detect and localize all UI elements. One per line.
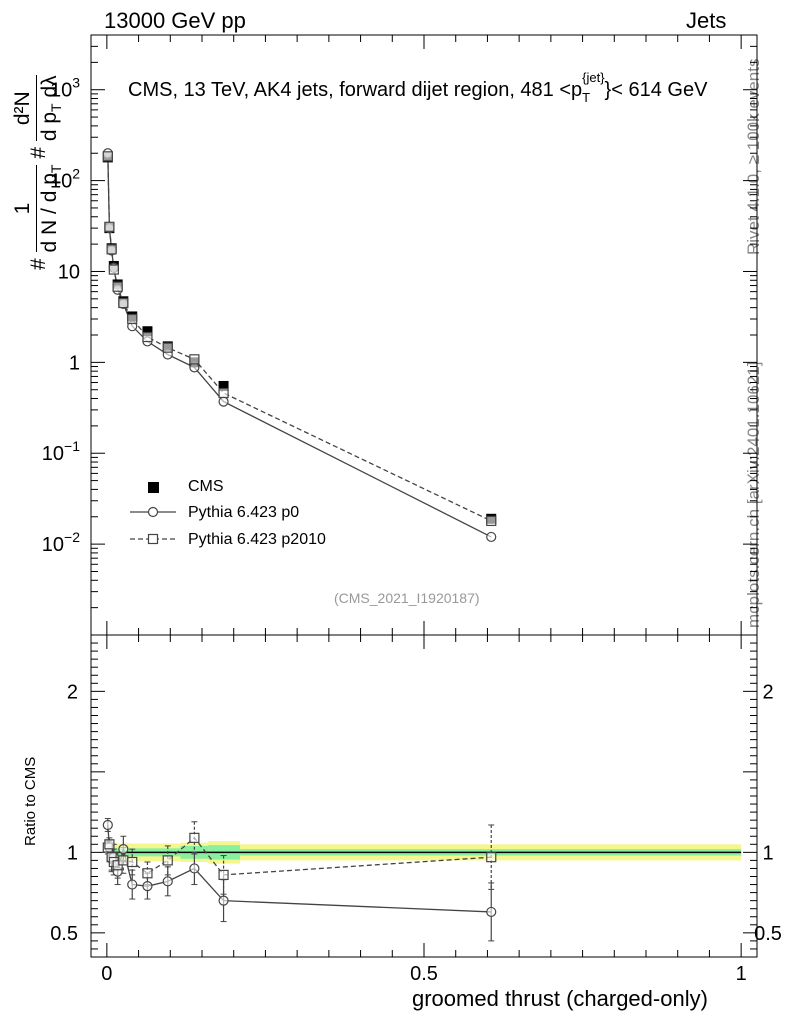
main-y-tick-label: 103	[50, 75, 80, 102]
ratio-p0-point	[486, 906, 497, 918]
ratio-y-tick-label: 0.5	[50, 923, 78, 945]
ratio-p0-point	[218, 895, 229, 906]
main-panel-frame	[90, 34, 758, 636]
p2010-point	[112, 281, 123, 292]
ratio-y-tick-label: 1	[67, 842, 78, 864]
main-y-tick-label: 10−1	[42, 438, 80, 465]
x-axis-label: groomed thrust (charged-only)	[412, 986, 708, 1011]
category-label: Jets	[686, 8, 727, 33]
ratio-p2010-point	[189, 832, 200, 843]
ratio-p0-point	[102, 819, 113, 831]
p2010-point	[142, 331, 153, 343]
ratio-p0-point	[127, 879, 138, 890]
legend: CMS Pythia 6.423 p0 Pythia 6.423 p2010	[126, 476, 386, 556]
legend-markers	[130, 482, 176, 545]
p2010-point	[118, 297, 129, 309]
p2010-curve	[107, 156, 492, 522]
title-tail: }< 614 GeV	[604, 79, 708, 101]
ratio-p2010-point	[486, 852, 497, 863]
p2010-point	[102, 151, 113, 162]
ratio-y-tick-label: 2	[67, 681, 78, 703]
tick-exponent: −1	[64, 438, 80, 454]
legend-cms-marker	[148, 482, 159, 493]
ratio-p2010-point	[104, 839, 115, 850]
legend-p0-marker	[147, 506, 159, 518]
title-main: CMS, 13 TeV, AK4 jets, forward dijet reg…	[128, 79, 583, 101]
legend-cms-label: CMS	[188, 478, 224, 495]
p0-point	[486, 531, 497, 543]
ratio-p2010-point	[218, 869, 229, 880]
tick-exponent: −2	[64, 529, 80, 545]
cms-point	[218, 380, 229, 391]
ratio-p2010-curve	[107, 836, 492, 876]
p0-point	[218, 396, 229, 407]
analysis-id: (CMS_2021_I1920187)	[334, 590, 480, 606]
title-sup: {jet}	[582, 70, 605, 85]
tick-exponent: 2	[72, 166, 80, 182]
tick-base: 10	[42, 443, 64, 465]
p2010-point	[189, 354, 200, 365]
ratio-p2010-point	[142, 868, 153, 879]
legend-p2010-label: Pythia 6.423 p2010	[188, 531, 326, 548]
legend-p0-label: Pythia 6.423 p0	[188, 504, 300, 521]
ratio-y-tick-label-right: 0.5	[754, 923, 782, 945]
energy-label: 13000 GeV pp	[104, 8, 246, 33]
ratio-p0-point	[118, 844, 129, 855]
legend-p2010-marker	[147, 533, 159, 545]
main-y-tick-label: 10	[58, 261, 80, 283]
tick-base: 10	[50, 80, 72, 102]
ratio-p2010-point	[118, 855, 129, 866]
tick-base: 10	[42, 534, 64, 556]
ratio-p0-point	[162, 876, 173, 887]
chart-title: CMS, 13 TeV, AK4 jets, forward dijet reg…	[128, 70, 707, 105]
p2010-point	[104, 221, 115, 232]
p2010-point	[106, 244, 117, 255]
ratio-p2010-point	[162, 855, 173, 866]
ratio-y-tick-label-right: 1	[762, 842, 773, 864]
p2010-point	[108, 264, 119, 275]
p2010-point	[127, 313, 138, 325]
tick-base: 10	[50, 171, 72, 193]
main-y-tick-label: 1	[69, 352, 80, 374]
ratio-y-tick-label-right: 2	[762, 681, 773, 703]
x-tick-label: 0	[101, 963, 112, 985]
p2010-point	[218, 387, 229, 399]
main-y-tick-label: 10−2	[42, 529, 80, 556]
x-tick-label: 0.5	[410, 963, 438, 985]
x-tick-label: 1	[736, 963, 747, 985]
ratio-p0-point	[142, 881, 153, 892]
ratio-p0-curve	[107, 824, 492, 913]
main-y-tick-label: 102	[50, 166, 80, 193]
tick-exponent: 3	[72, 75, 80, 91]
title-sub: T	[582, 90, 591, 105]
ratio-p0-point	[189, 863, 200, 874]
p2010-point	[162, 342, 173, 353]
p2010-point	[486, 515, 497, 527]
cms-point	[142, 326, 153, 337]
ratio-p2010-point	[127, 856, 138, 868]
